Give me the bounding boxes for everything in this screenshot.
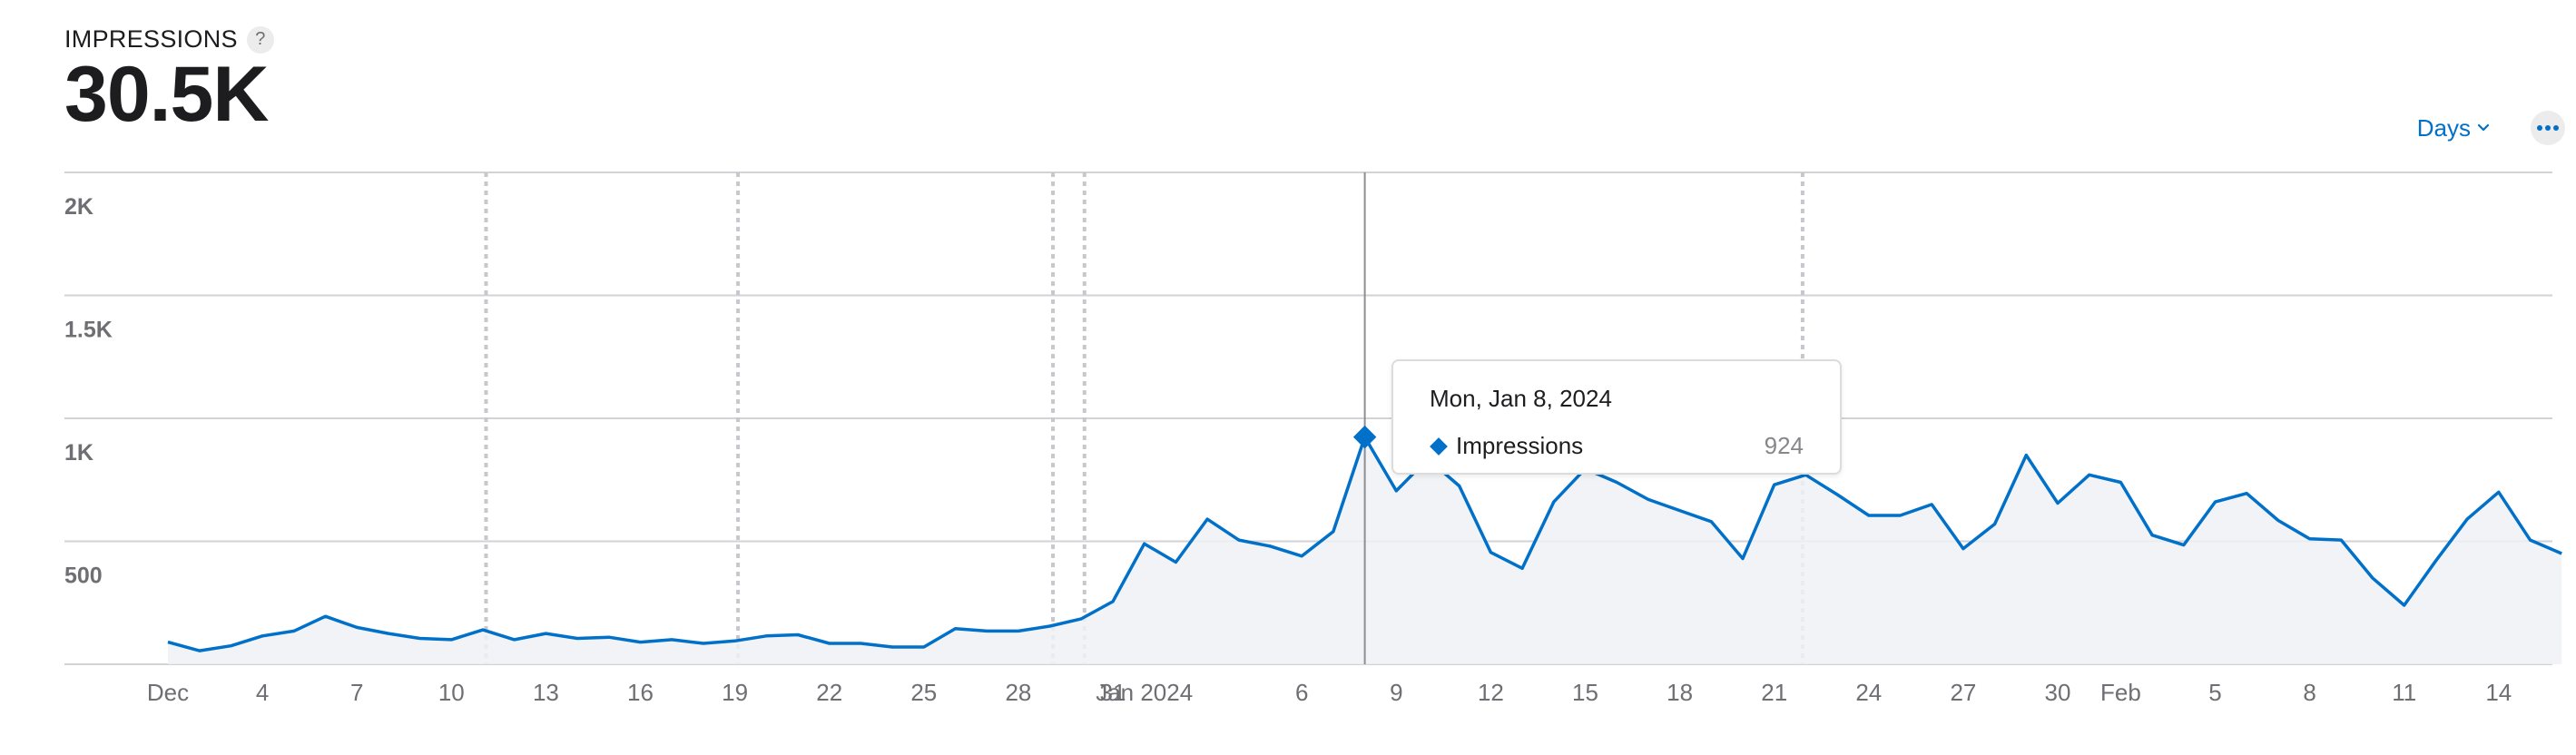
x-tick-label: 11 [2392,679,2416,706]
x-tick-label: 16 [627,679,654,706]
x-tick-label: 9 [1390,679,1402,706]
tooltip-row: Impressions 924 [1430,432,1804,460]
x-tick-label: 6 [1295,679,1308,706]
x-tick-label: 21 [1761,679,1787,706]
y-tick-label: 1K [64,440,93,466]
metric-title-row: IMPRESSIONS ? [64,25,274,54]
x-tick-label: Feb [2100,679,2141,706]
more-options-button[interactable] [2531,111,2565,145]
tooltip-value: 924 [1764,432,1804,459]
chart-controls: Days [2417,111,2565,145]
x-tick-label: Dec [147,679,189,706]
x-tick-label: 7 [350,679,363,706]
x-tick-label: 22 [816,679,842,706]
x-tick-label: 31 [1100,679,1126,706]
x-tick-label: 10 [438,679,465,706]
x-tick-label: 28 [1005,679,1031,706]
period-dropdown[interactable]: Days [2417,114,2491,142]
x-tick-label: 18 [1667,679,1693,706]
help-icon[interactable]: ? [246,25,274,54]
x-tick-label: 12 [1478,679,1504,706]
x-tick-label: 14 [2485,679,2512,706]
y-axis-labels: 500 1K 1.5K 2K [64,194,113,589]
tooltip-series-label: Impressions [1456,432,1584,459]
x-tick-label: 19 [722,679,748,706]
period-dropdown-label: Days [2416,113,2471,142]
y-tick-label: 500 [64,564,103,589]
x-tick-label: 25 [910,679,937,706]
chevron-down-icon [2477,123,2490,132]
x-tick-label: 13 [533,679,559,706]
tooltip-date: Mon, Jan 8, 2024 [1430,385,1612,412]
y-tick-label: 2K [64,194,93,220]
chart-tooltip: Mon, Jan 8, 2024 Impressions 924 [1391,359,1842,475]
x-tick-label: 30 [2045,679,2071,706]
y-tick-label: 1.5K [64,318,113,343]
metric-header: IMPRESSIONS ? 30.5K [64,25,274,133]
series-diamond-icon [1430,436,1448,456]
x-tick-label: 8 [2303,679,2315,706]
x-tick-label: 5 [2208,679,2221,706]
highlight-point [1352,425,1377,449]
x-tick-label: 24 [1855,679,1882,706]
x-tick-label: Jan 2024 [1096,679,1193,706]
x-tick-label: 15 [1572,679,1598,706]
metric-title: IMPRESSIONS [64,25,238,53]
x-tick-label: 27 [1950,679,1976,706]
metric-total: 30.5K [64,51,269,138]
event-markers [484,172,1804,664]
more-icon [2537,125,2559,131]
x-tick-label: 4 [256,679,269,706]
